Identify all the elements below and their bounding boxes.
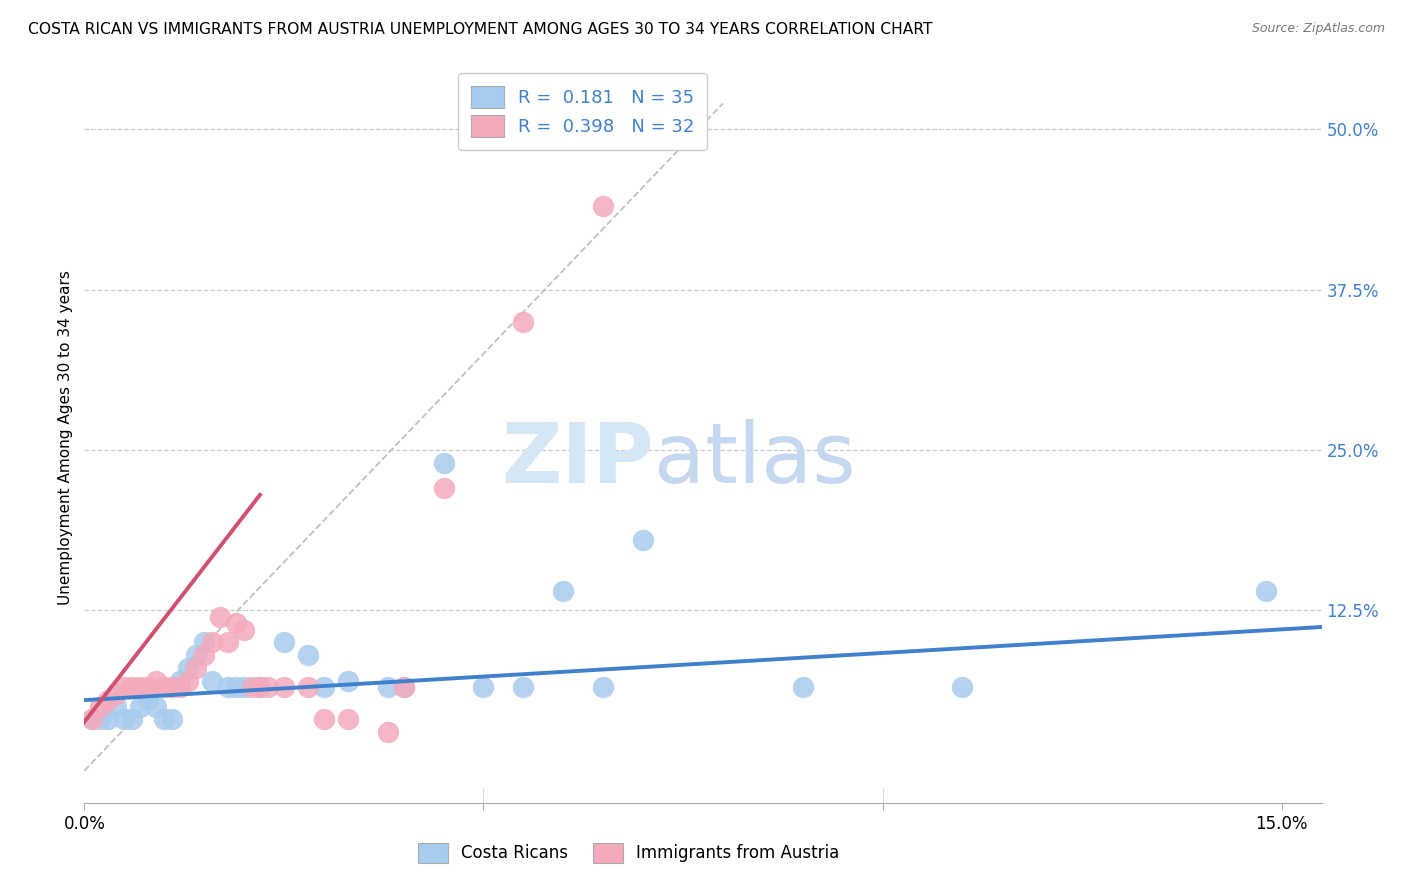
- Point: [177, 673, 200, 688]
- Point: [193, 635, 215, 649]
- Point: [160, 681, 183, 695]
- Point: [193, 648, 215, 663]
- Point: [145, 699, 167, 714]
- Point: [392, 681, 415, 695]
- Point: [82, 712, 104, 726]
- Point: [377, 681, 399, 695]
- Point: [952, 681, 974, 695]
- Point: [89, 712, 111, 726]
- Point: [129, 699, 152, 714]
- Point: [432, 482, 454, 496]
- Point: [377, 725, 399, 739]
- Point: [336, 673, 359, 688]
- Point: [217, 681, 239, 695]
- Point: [89, 699, 111, 714]
- Point: [209, 609, 232, 624]
- Point: [273, 681, 295, 695]
- Y-axis label: Unemployment Among Ages 30 to 34 years: Unemployment Among Ages 30 to 34 years: [58, 269, 73, 605]
- Point: [1254, 584, 1277, 599]
- Point: [233, 623, 256, 637]
- Point: [112, 712, 135, 726]
- Point: [177, 661, 200, 675]
- Point: [201, 635, 224, 649]
- Point: [273, 635, 295, 649]
- Point: [121, 681, 143, 695]
- Point: [160, 712, 183, 726]
- Point: [432, 456, 454, 470]
- Point: [105, 699, 128, 714]
- Point: [472, 681, 495, 695]
- Point: [240, 681, 263, 695]
- Text: atlas: atlas: [654, 418, 855, 500]
- Point: [336, 712, 359, 726]
- Point: [145, 673, 167, 688]
- Point: [97, 712, 120, 726]
- Point: [184, 661, 207, 675]
- Point: [312, 681, 335, 695]
- Point: [225, 616, 247, 631]
- Point: [201, 673, 224, 688]
- Text: COSTA RICAN VS IMMIGRANTS FROM AUSTRIA UNEMPLOYMENT AMONG AGES 30 TO 34 YEARS CO: COSTA RICAN VS IMMIGRANTS FROM AUSTRIA U…: [28, 22, 932, 37]
- Point: [153, 712, 176, 726]
- Legend: Costa Ricans, Immigrants from Austria: Costa Ricans, Immigrants from Austria: [409, 834, 848, 871]
- Point: [592, 199, 614, 213]
- Point: [512, 681, 534, 695]
- Point: [112, 681, 135, 695]
- Point: [169, 673, 191, 688]
- Point: [129, 681, 152, 695]
- Point: [592, 681, 614, 695]
- Point: [97, 693, 120, 707]
- Text: Source: ZipAtlas.com: Source: ZipAtlas.com: [1251, 22, 1385, 36]
- Point: [233, 681, 256, 695]
- Point: [136, 681, 159, 695]
- Point: [553, 584, 575, 599]
- Point: [392, 681, 415, 695]
- Text: ZIP: ZIP: [501, 418, 654, 500]
- Point: [249, 681, 271, 695]
- Point: [512, 315, 534, 329]
- Point: [312, 712, 335, 726]
- Point: [105, 687, 128, 701]
- Point: [257, 681, 280, 695]
- Point: [184, 648, 207, 663]
- Point: [249, 681, 271, 695]
- Point: [631, 533, 654, 547]
- Point: [136, 693, 159, 707]
- Point: [297, 681, 319, 695]
- Point: [297, 648, 319, 663]
- Point: [225, 681, 247, 695]
- Point: [169, 681, 191, 695]
- Point: [217, 635, 239, 649]
- Point: [82, 712, 104, 726]
- Point: [792, 681, 814, 695]
- Point: [153, 681, 176, 695]
- Point: [121, 712, 143, 726]
